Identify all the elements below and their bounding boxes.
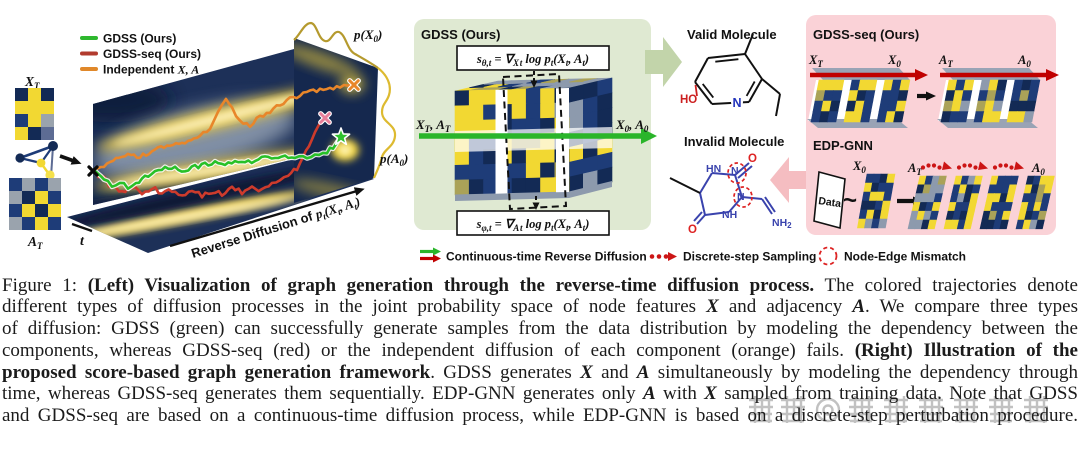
svg-text:Discrete-step Sampling: Discrete-step Sampling [683, 250, 816, 264]
svg-text:N: N [732, 96, 741, 110]
svg-text:Valid Molecule: Valid Molecule [687, 27, 777, 42]
svg-text:NH2: NH2 [772, 217, 792, 230]
svg-text:GDSS-seq (Ours): GDSS-seq (Ours) [813, 27, 919, 42]
svg-text:EDP-GNN: EDP-GNN [813, 138, 873, 153]
svg-text:N: N [737, 191, 745, 203]
svg-text:O: O [688, 224, 697, 236]
svg-text:GDSS (Ours): GDSS (Ours) [421, 27, 500, 42]
svg-text:XT, AT: XT, AT [415, 117, 451, 134]
svg-text:t: t [80, 234, 85, 249]
svg-text:sθ,t = ∇X t log pt(Xt, At): sθ,t = ∇X t log pt(Xt, At) [476, 52, 589, 68]
svg-text:AT: AT [27, 234, 43, 251]
svg-text:Independent X, A: Independent X, A [103, 63, 199, 77]
svg-text:~: ~ [843, 187, 857, 214]
svg-text:p(A0): p(A0) [379, 151, 408, 168]
svg-text:O: O [748, 153, 757, 165]
svg-text:GDSS-seq (Ours): GDSS-seq (Ours) [103, 47, 201, 61]
svg-text:Data: Data [818, 195, 842, 210]
svg-text:GDSS (Ours): GDSS (Ours) [103, 32, 176, 46]
svg-text:HO: HO [680, 94, 697, 106]
svg-text:N: N [731, 165, 739, 177]
svg-text:Continuous-time Reverse Diffus: Continuous-time Reverse Diffusion [446, 250, 647, 264]
svg-text:HN: HN [706, 163, 721, 175]
svg-text:Node-Edge Mismatch: Node-Edge Mismatch [844, 250, 966, 264]
svg-text:sφ,t = ∇A t log pt(Xt, At): sφ,t = ∇A t log pt(Xt, At) [476, 217, 590, 233]
svg-text:Invalid Molecule: Invalid Molecule [684, 134, 784, 149]
svg-text:NH: NH [722, 209, 737, 221]
svg-text:X0, A0: X0, A0 [615, 117, 649, 134]
svg-text:p(X0): p(X0) [353, 27, 382, 44]
